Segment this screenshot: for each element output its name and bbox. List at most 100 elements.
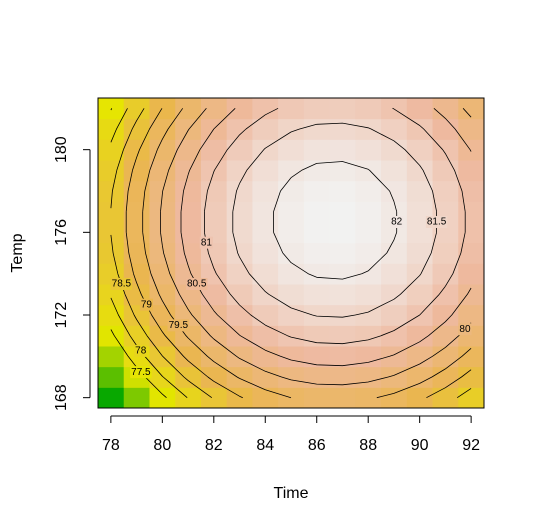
contour-label-bg <box>139 298 153 311</box>
cell <box>226 284 253 306</box>
cell <box>200 180 228 202</box>
cell <box>432 387 459 409</box>
cell <box>303 201 331 223</box>
cell <box>200 325 228 347</box>
cell <box>303 346 331 368</box>
cell <box>355 346 382 368</box>
cell <box>200 366 228 388</box>
cell <box>406 242 434 264</box>
cell <box>303 242 331 264</box>
cell <box>278 139 305 161</box>
cell <box>303 139 331 161</box>
cell <box>329 325 356 347</box>
x-tick-label: 84 <box>256 437 274 454</box>
y-tick-label: 168 <box>53 384 70 411</box>
cell <box>252 304 279 326</box>
contour-label-bg <box>167 319 190 332</box>
cell <box>381 304 408 326</box>
cell <box>406 160 434 182</box>
cell <box>458 284 485 306</box>
cell <box>432 180 459 202</box>
cell <box>355 242 382 264</box>
cell <box>329 98 356 120</box>
cell <box>458 118 485 140</box>
cell <box>406 325 434 347</box>
cell <box>432 366 459 388</box>
cell <box>226 98 253 120</box>
cell <box>149 160 176 182</box>
cell <box>355 304 382 326</box>
cell <box>226 325 253 347</box>
contour-label: 82 <box>391 217 403 228</box>
cell <box>252 118 279 140</box>
cell <box>252 242 279 264</box>
cell <box>149 242 176 264</box>
cell <box>226 366 253 388</box>
cell <box>98 201 125 223</box>
cell <box>381 366 408 388</box>
cell <box>200 387 228 409</box>
contour-label-bg <box>458 323 472 336</box>
cell <box>226 304 253 326</box>
cell <box>98 366 125 388</box>
cell <box>149 98 176 120</box>
cell <box>226 201 253 223</box>
cell <box>175 180 202 202</box>
contour-line <box>160 108 472 386</box>
cell <box>226 242 253 264</box>
cell <box>149 222 176 244</box>
contour-label: 81.5 <box>427 217 447 228</box>
cell <box>278 263 305 285</box>
cell <box>98 304 125 326</box>
contour-label: 81 <box>201 237 213 248</box>
cell <box>149 118 176 140</box>
contour-label: 79.5 <box>169 320 189 331</box>
cell <box>381 180 408 202</box>
contour-label-bg <box>425 216 448 228</box>
contour-line <box>110 108 472 399</box>
cell <box>226 160 253 182</box>
cell <box>303 98 331 120</box>
cell <box>149 201 176 223</box>
cell <box>200 284 228 306</box>
contour-label-bg <box>199 236 213 249</box>
cell <box>355 118 382 140</box>
cell <box>226 118 253 140</box>
cell <box>458 139 485 161</box>
cell <box>200 304 228 326</box>
cell <box>303 263 331 285</box>
cell <box>381 242 408 264</box>
cell <box>329 139 356 161</box>
cell <box>458 180 485 202</box>
cell <box>226 139 253 161</box>
cell <box>406 118 434 140</box>
cell <box>303 160 331 182</box>
cell <box>406 304 434 326</box>
cell <box>381 284 408 306</box>
cell <box>432 139 459 161</box>
cell <box>381 160 408 182</box>
cell <box>458 387 485 409</box>
cell <box>226 222 253 244</box>
contour-label-bg <box>390 216 404 228</box>
cell <box>175 118 202 140</box>
cell <box>329 366 356 388</box>
cell <box>278 98 305 120</box>
cell <box>303 284 331 306</box>
cell <box>355 180 382 202</box>
cell <box>458 346 485 368</box>
x-tick-label: 92 <box>462 437 480 454</box>
cell <box>355 263 382 285</box>
cell <box>278 242 305 264</box>
cell <box>355 222 382 244</box>
contour-label-bg <box>110 278 133 290</box>
cell <box>329 222 356 244</box>
contour-line <box>125 108 472 399</box>
cell <box>329 160 356 182</box>
cell <box>329 263 356 285</box>
cell <box>175 139 202 161</box>
cell <box>278 222 305 244</box>
cell <box>381 387 408 409</box>
contour-line <box>273 161 398 280</box>
